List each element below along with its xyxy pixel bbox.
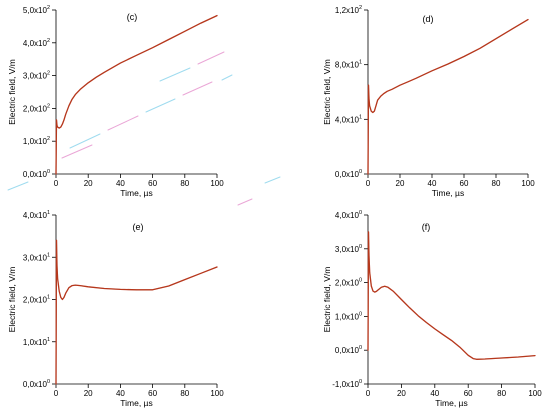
artifact-stroke (221, 74, 233, 81)
y-tick-label: 4,0x101 (335, 114, 362, 124)
x-tick-label: 20 (84, 389, 93, 398)
series-line (367, 18, 529, 175)
x-tick-label: 0 (54, 179, 59, 188)
x-tick-label: 40 (116, 389, 125, 398)
panel-tag: (e) (133, 222, 144, 232)
x-tick-label: 100 (521, 179, 535, 188)
x-tick-label: 20 (396, 179, 405, 188)
artifact-stroke (264, 176, 281, 184)
y-tick-label: 2,0x102 (23, 103, 50, 113)
y-tick-label: 1,0x102 (23, 136, 50, 146)
y-tick-label: 2,0x101 (23, 295, 50, 305)
y-tick-label: -1,0x100 (332, 379, 362, 389)
y-tick-label: 0,0x100 (335, 169, 362, 179)
y-axis-label: Electric field, V/m (322, 59, 332, 125)
y-tick-label: 0,0x100 (23, 379, 50, 389)
x-tick-label: 100 (528, 389, 542, 398)
chart-panel-2: 0,0x100 4,0x101 8,0x101 1,2x102 0 20 40 60 80 100… (322, 5, 535, 198)
x-axis-label: Time, µs (120, 398, 152, 408)
artifact-stroke (69, 133, 101, 149)
y-tick-label: 4,0x100 (335, 210, 362, 220)
x-tick-label: 0 (366, 179, 371, 188)
chart-panel-1: 0,0x100 1,0x102 2,0x102 3,0x102 4,0x102 5,0x1… (7, 5, 224, 198)
series-glow (367, 18, 529, 175)
x-tick-label: 20 (397, 389, 406, 398)
y-tick-label: 1,0x100 (335, 311, 362, 321)
panel-tag: (c) (127, 12, 138, 22)
artifact-stroke (107, 115, 139, 131)
y-tick-label: 3,0x102 (23, 71, 50, 81)
y-tick-label: 8,0x101 (335, 60, 362, 70)
x-tick-label: 40 (428, 179, 437, 188)
artifact-stroke (7, 181, 29, 191)
x-tick-label: 100 (210, 179, 224, 188)
x-tick-label: 80 (497, 389, 506, 398)
x-axis-label: Time, µs (435, 398, 467, 408)
y-tick-label: 4,0x102 (23, 38, 50, 48)
x-axis-label: Time, µs (120, 188, 152, 198)
x-tick-label: 20 (84, 179, 93, 188)
artifact-stroke (237, 198, 253, 206)
series-glow (55, 239, 218, 385)
x-tick-label: 80 (492, 179, 501, 188)
y-tick-label: 1,0x101 (23, 337, 50, 347)
y-tick-label: 2,0x100 (335, 278, 362, 288)
render-artifacts (7, 51, 281, 206)
artifact-stroke (61, 144, 93, 159)
x-tick-label: 0 (54, 389, 59, 398)
artifact-stroke (182, 81, 213, 96)
chart-panel-4: -1,0x100 0,0x100 1,0x100 2,0x100 3,0x100 4,0x… (322, 210, 542, 408)
y-tick-label: 0,0x100 (23, 169, 50, 179)
x-tick-label: 100 (210, 389, 224, 398)
series-line (55, 239, 218, 385)
panel-tag: (d) (423, 14, 434, 24)
y-axis-label: Electric field, V/m (322, 267, 332, 333)
chart-panel-3: 0,0x100 1,0x101 2,0x101 3,0x101 4,0x101 0 20 40… (7, 210, 224, 408)
y-axis-label: Electric field, V/m (7, 267, 17, 333)
x-tick-label: 60 (464, 389, 473, 398)
y-tick-label: 5,0x102 (23, 5, 50, 15)
y-tick-label: 3,0x100 (335, 244, 362, 254)
x-axis-label: Time, µs (432, 188, 464, 198)
y-tick-label: 1,2x102 (335, 5, 362, 15)
x-tick-label: 0 (366, 389, 371, 398)
x-tick-label: 60 (148, 179, 157, 188)
x-tick-label: 60 (148, 389, 157, 398)
artifact-stroke (145, 98, 176, 113)
x-tick-label: 40 (430, 389, 439, 398)
artifact-stroke (159, 67, 191, 82)
y-tick-label: 4,0x101 (23, 210, 50, 220)
y-tick-label: 0,0x100 (335, 345, 362, 355)
series-line (55, 14, 218, 175)
x-tick-label: 80 (180, 179, 189, 188)
artifact-stroke (197, 51, 225, 65)
y-tick-label: 3,0x101 (23, 252, 50, 262)
panel-tag: (f) (422, 222, 431, 232)
series-line (367, 231, 536, 360)
x-tick-label: 80 (180, 389, 189, 398)
x-tick-label: 60 (460, 179, 469, 188)
x-tick-label: 40 (116, 179, 125, 188)
y-axis-label: Electric field, V/m (7, 59, 17, 125)
